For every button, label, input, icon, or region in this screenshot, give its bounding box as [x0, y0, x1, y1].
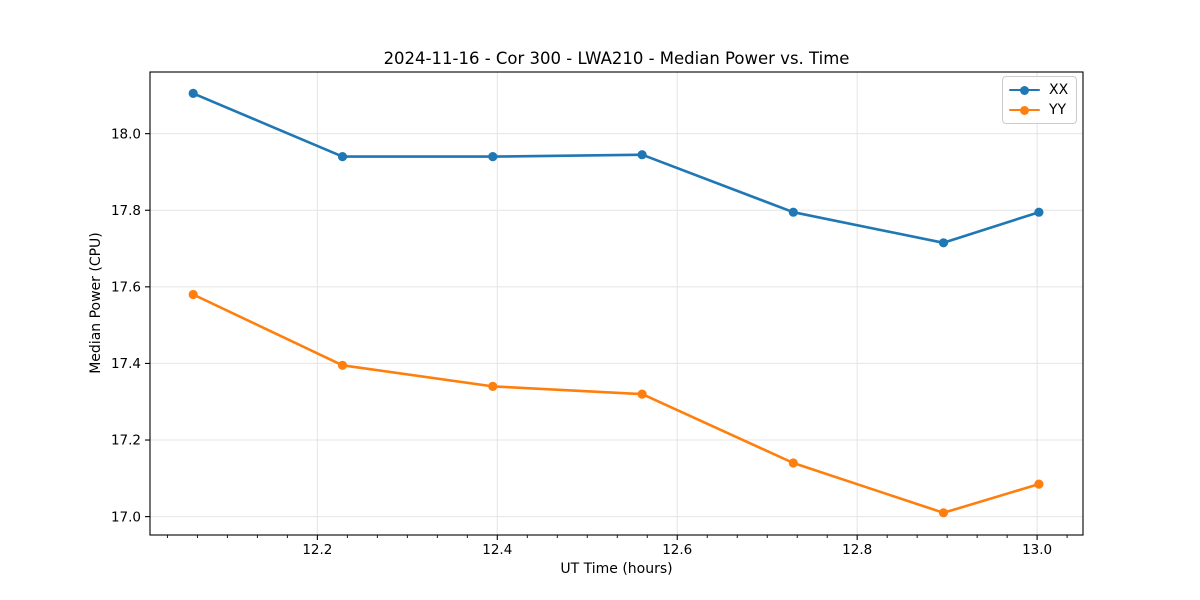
data-point-xx — [1034, 207, 1044, 217]
x-tick-label: 12.2 — [302, 542, 332, 558]
legend-line-marker-icon — [1009, 104, 1040, 116]
legend: XX YY — [1002, 76, 1078, 124]
x-tick-label: 12.8 — [842, 542, 872, 558]
data-point-xx — [188, 88, 198, 98]
data-point-xx — [337, 152, 348, 162]
data-point-xx — [488, 152, 498, 162]
data-point-xx — [938, 238, 949, 248]
data-point-yy — [938, 508, 949, 518]
x-tick-label: 12.4 — [482, 542, 512, 558]
series-line-xx — [191, 92, 1041, 245]
data-point-xx — [637, 150, 647, 160]
y-axis-label: Median Power (CPU) — [88, 232, 104, 374]
y-tick-label: 17.6 — [111, 280, 141, 296]
legend-label-yy: YY — [1049, 102, 1067, 118]
y-tick-label: 17.8 — [111, 203, 141, 219]
x-tick-label: 13.0 — [1022, 542, 1052, 558]
series-line-yy — [191, 293, 1041, 515]
chart-title: 2024-11-16 - Cor 300 - LWA210 - Median P… — [383, 49, 850, 68]
data-point-yy — [337, 360, 348, 370]
x-tick-label: 12.6 — [662, 542, 692, 558]
x-axis-label: UT Time (hours) — [560, 561, 673, 577]
data-point-yy — [488, 381, 498, 391]
data-point-yy — [188, 289, 198, 300]
legend-item-xx: XX — [1009, 80, 1068, 100]
legend-line-marker-icon — [1009, 84, 1040, 96]
legend-item-yy: YY — [1009, 100, 1068, 120]
y-tick-label: 17.4 — [111, 356, 141, 372]
legend-label-xx: XX — [1049, 82, 1069, 98]
data-point-yy — [788, 458, 798, 468]
data-point-xx — [788, 207, 798, 217]
data-point-yy — [637, 389, 647, 399]
data-point-yy — [1034, 479, 1044, 489]
plot-border — [149, 71, 1084, 536]
y-tick-label: 18.0 — [111, 126, 141, 142]
y-tick-label: 17.0 — [111, 509, 141, 525]
y-tick-label: 17.2 — [111, 433, 141, 449]
